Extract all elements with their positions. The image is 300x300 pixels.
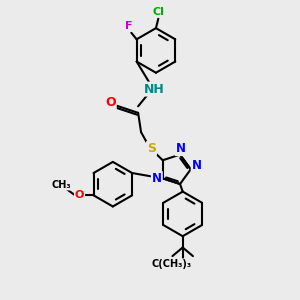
Text: CH₃: CH₃: [52, 180, 72, 190]
Text: N: N: [192, 159, 202, 172]
Text: NH: NH: [143, 82, 164, 96]
Text: N: N: [152, 172, 162, 185]
Text: F: F: [124, 21, 132, 31]
Text: Cl: Cl: [153, 7, 165, 17]
Text: N: N: [176, 142, 186, 155]
Text: S: S: [147, 142, 156, 155]
Text: C(CH₃)₃: C(CH₃)₃: [151, 259, 191, 269]
Text: O: O: [105, 96, 116, 109]
Text: O: O: [75, 190, 84, 200]
